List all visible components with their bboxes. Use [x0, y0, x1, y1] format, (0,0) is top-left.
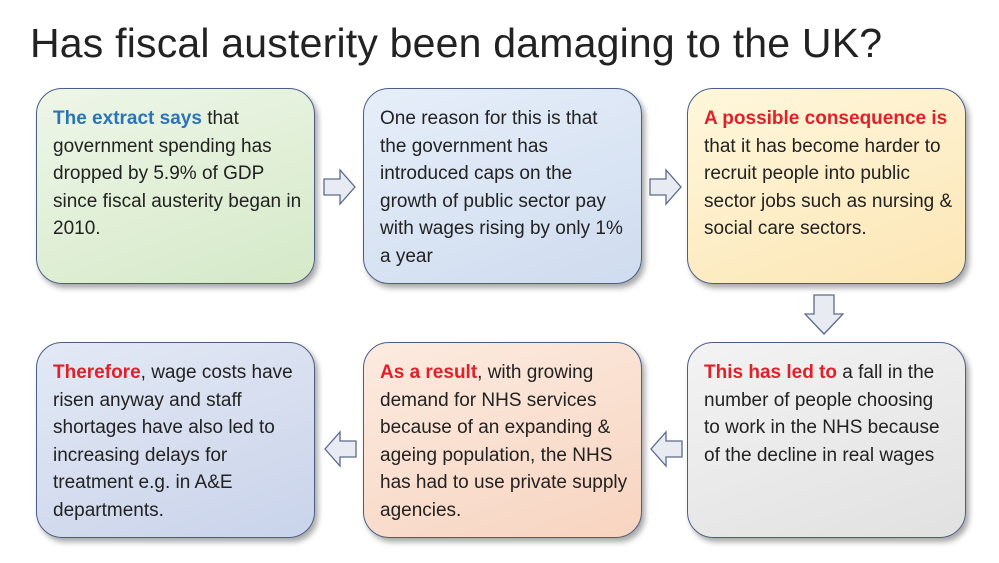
box-highlight: Therefore: [53, 362, 141, 383]
flow-box-led-to: This has led to a fall in the number of …: [687, 342, 966, 538]
arrow-right-icon: [323, 168, 356, 206]
box-highlight: As a result: [380, 362, 478, 383]
box-highlight: A possible consequence is: [704, 108, 948, 129]
box-text: a fall in the number of people choosing …: [704, 362, 940, 466]
page-title: Has fiscal austerity been damaging to th…: [30, 20, 883, 66]
flow-box-result: As a result, with growing demand for NHS…: [363, 342, 642, 538]
box-text: that it has become harder to recruit peo…: [704, 135, 953, 240]
arrow-right-icon: [649, 168, 682, 206]
arrow-down-icon: [804, 294, 844, 335]
arrow-left-icon: [650, 430, 683, 468]
box-text: One reason for this is that the governme…: [380, 108, 623, 267]
flow-box-consequence: A possible consequence is that it has be…: [687, 88, 966, 284]
box-text: , with growing demand for NHS services b…: [380, 362, 628, 521]
box-highlight: This has led to: [704, 362, 838, 383]
arrow-left-icon: [324, 430, 357, 468]
box-text: that government spending has dropped by …: [53, 108, 302, 239]
flow-box-therefore: Therefore, wage costs have risen anyway …: [36, 342, 315, 538]
flow-box-extract: The extract says that government spendin…: [36, 88, 315, 284]
flow-box-reason: One reason for this is that the governme…: [363, 88, 642, 284]
box-text: , wage costs have risen anyway and staff…: [53, 362, 293, 521]
box-highlight: The extract says: [53, 108, 202, 129]
